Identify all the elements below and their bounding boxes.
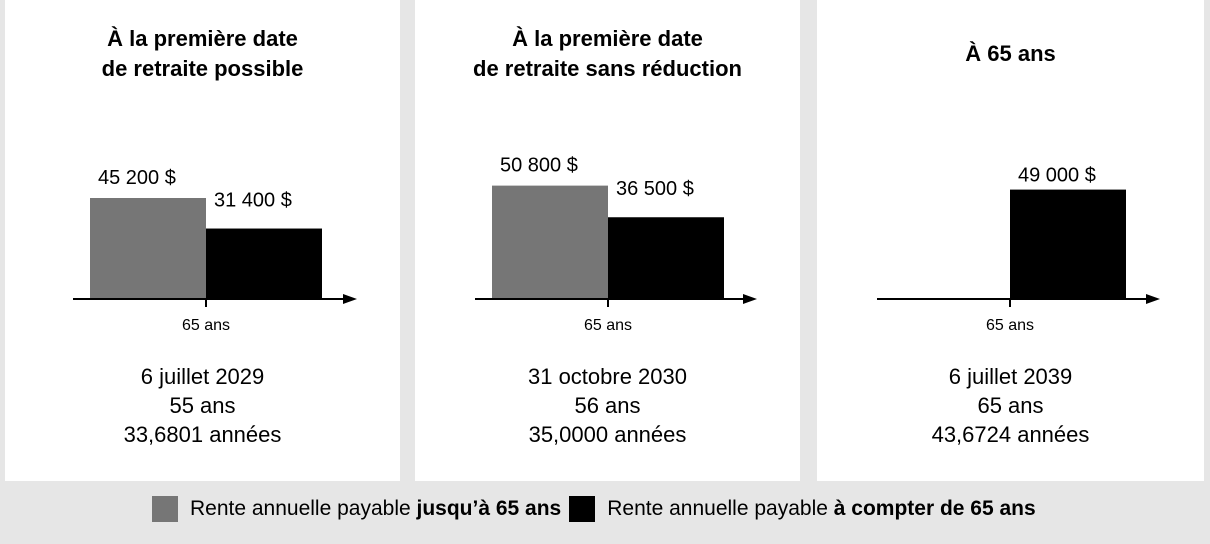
chart-title: À 65 ans <box>817 39 1204 99</box>
tick-label: 65 ans <box>584 317 632 334</box>
service-years: 43,6724 années <box>931 422 1090 447</box>
chart-title-line: À la première date <box>512 26 703 51</box>
panel-earliest: À la première date de retraite possible 45… <box>5 0 400 481</box>
service-years: 33,6801 années <box>123 422 282 447</box>
value-label: 45 200 $ <box>98 167 176 189</box>
tick-label: 65 ans <box>986 317 1034 334</box>
legend-swatch-before-65 <box>152 496 178 522</box>
bar-chart: 45 200 $ 31 400 $ 65 ans <box>73 167 357 334</box>
chart-title-line: À la première date <box>107 26 298 51</box>
value-label: 31 400 $ <box>214 190 292 212</box>
bar-before-65 <box>492 185 608 298</box>
chart-title-line: de retraite sans réduction <box>473 56 742 81</box>
retirement-info: 31 octobre 2030 56 ans 35,0000 années <box>415 362 800 449</box>
bar-after-65 <box>206 228 322 298</box>
axis-arrow-icon <box>743 294 757 304</box>
retirement-age: 56 ans <box>574 393 641 418</box>
retirement-info: 6 juillet 2029 55 ans 33,6801 années <box>5 362 400 449</box>
chart-title-line: de retraite possible <box>101 56 304 81</box>
bar-after-65 <box>1010 189 1126 298</box>
bar-before-65 <box>90 198 206 298</box>
retirement-age: 55 ans <box>169 393 236 418</box>
legend-label-before-65: Rente annuelle payable jusqu’à 65 ans <box>190 497 562 520</box>
retirement-date: 31 octobre 2030 <box>527 364 688 389</box>
panel-no-reduction: À la première date de retraite sans réduc… <box>415 0 800 481</box>
chart-title: À la première date de retraite possible <box>5 24 400 84</box>
axis-arrow-icon <box>1146 294 1160 304</box>
legend-label-after-65: Rente annuelle payable à compter de 65 a… <box>607 497 1036 520</box>
service-years: 35,0000 années <box>528 422 687 447</box>
chart-title-line: À 65 ans <box>965 41 1056 66</box>
retirement-date: 6 juillet 2039 <box>948 364 1073 389</box>
panel-65: À 65 ans 49 000 $ 65 ans 6 juillet 2039 65 … <box>817 0 1204 481</box>
bar-chart: 50 800 $ 36 500 $ 65 ans <box>475 155 757 334</box>
retirement-info: 6 juillet 2039 65 ans 43,6724 années <box>817 362 1204 449</box>
retirement-date: 6 juillet 2029 <box>140 364 265 389</box>
legend: Rente annuelle payable jusqu’à 65 ans Re… <box>152 496 1036 522</box>
retirement-age: 65 ans <box>977 393 1044 418</box>
bar-after-65 <box>608 217 724 298</box>
value-label: 36 500 $ <box>616 178 694 200</box>
value-label: 50 800 $ <box>500 155 578 177</box>
tick-label: 65 ans <box>182 317 230 334</box>
value-label: 49 000 $ <box>1018 165 1096 187</box>
chart-title: À la première date de retraite sans réduc… <box>415 24 800 84</box>
bar-chart: 49 000 $ 65 ans <box>877 165 1160 334</box>
axis-arrow-icon <box>343 294 357 304</box>
legend-swatch-after-65 <box>569 496 596 522</box>
chart-title-line <box>817 69 1204 99</box>
